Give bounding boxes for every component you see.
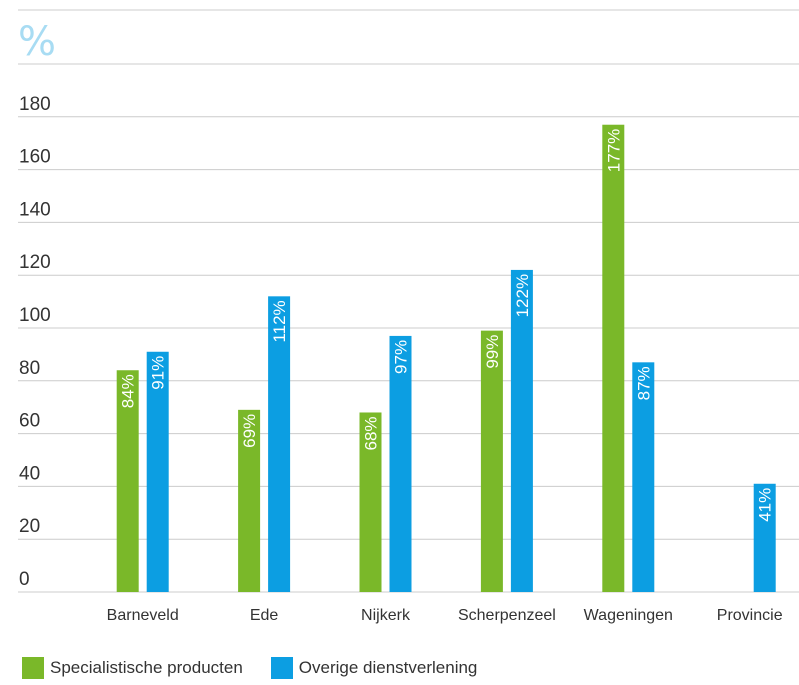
category-label: Scherpenzeel [458, 607, 556, 624]
bar-value-label: 84% [119, 374, 138, 408]
bar [146, 351, 169, 592]
bar [480, 330, 503, 592]
bar [632, 362, 655, 592]
category-label: Barneveld [107, 607, 179, 624]
bar-value-label: 87% [634, 366, 653, 400]
bar [389, 335, 412, 592]
bar-value-label: 91% [149, 356, 168, 390]
y-tick-label: 160 [19, 147, 51, 168]
legend-swatch-blue [270, 657, 293, 679]
y-unit-label: % [18, 19, 56, 65]
y-tick-label: 20 [19, 516, 40, 537]
bar [359, 412, 382, 592]
y-tick-label: 40 [19, 463, 40, 484]
legend-label: Specialistische producten [50, 658, 243, 677]
bar [268, 296, 291, 592]
legend-item-specialistische: Specialistische producten [22, 657, 243, 679]
bar-value-label: 41% [756, 488, 775, 522]
category-labels: Barneveld Ede Nijkerk Scherpenzeel Wageninge… [107, 607, 783, 624]
legend-item-overige: Overige dienstverlening [270, 657, 478, 679]
y-tick-label: 100 [19, 305, 51, 326]
category-label: Wageningen [584, 607, 673, 624]
legend-swatch-green [22, 657, 44, 679]
bar-value-label: 68% [362, 416, 381, 450]
y-tick-label: 180 [19, 94, 51, 115]
bar [510, 269, 533, 592]
bar-chart: % 0 20 40 60 80 100 120 140 160 180 84% 91% 69% 112%… [18, 9, 799, 624]
legend: Specialistische producten Overige dienst… [22, 657, 505, 679]
y-tick-label: 0 [19, 569, 30, 590]
bar-value-label: 122% [513, 274, 532, 317]
bar [753, 483, 776, 592]
legend-label: Overige dienstverlening [298, 658, 478, 677]
y-tick-label: 120 [19, 252, 51, 273]
bar [116, 370, 139, 592]
bars: 84% 91% 69% 112% 68% 97% 99% 122% 177% 87% 41% [116, 124, 776, 592]
category-label: Ede [250, 607, 279, 624]
bar [602, 124, 625, 592]
bar-value-label: 112% [270, 300, 289, 342]
y-tick-label: 60 [19, 411, 40, 432]
bar-value-label: 69% [240, 414, 259, 448]
y-tick-label: 140 [19, 199, 51, 220]
category-label: Nijkerk [361, 607, 411, 624]
bar [238, 409, 261, 592]
bar-value-label: 99% [483, 335, 502, 369]
y-tick-labels: 0 20 40 60 80 100 120 140 160 180 [19, 94, 51, 590]
y-tick-label: 80 [19, 358, 40, 379]
category-label: Provincie [717, 607, 783, 624]
bar-value-label: 177% [604, 129, 623, 172]
bar-value-label: 97% [392, 340, 411, 374]
